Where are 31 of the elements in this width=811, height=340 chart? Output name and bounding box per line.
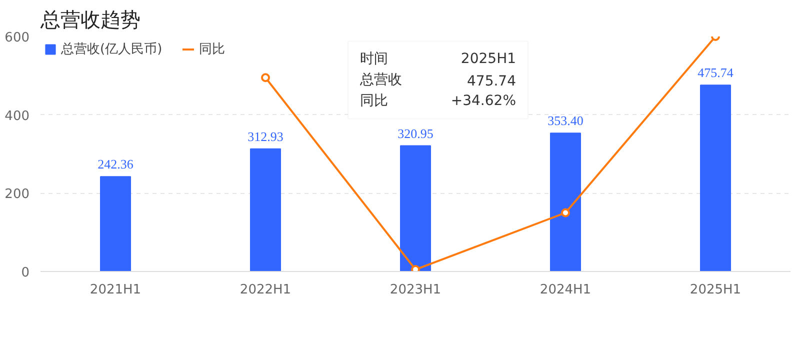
legend-label: 总营收(亿人民币)	[61, 41, 162, 58]
data-label: 312.93	[248, 128, 284, 144]
point	[411, 265, 420, 272]
bar	[100, 176, 131, 272]
bar	[250, 148, 281, 272]
annotation: 475.74	[467, 73, 516, 90]
chart-title: 总营收趋势	[40, 8, 140, 32]
y-tick-label: 200	[4, 187, 30, 202]
point	[561, 208, 570, 218]
point	[261, 73, 270, 82]
x-tick-label: 2023H1	[390, 282, 442, 298]
data-label: 353.40	[548, 113, 584, 128]
data-label: 320.95	[398, 126, 434, 141]
annotation: 2025H1	[460, 50, 516, 67]
bar	[700, 84, 731, 272]
y-tick-label: 400	[4, 108, 30, 124]
annotation: 同比	[360, 93, 388, 110]
annotation: 总营收	[359, 72, 402, 88]
x-tick-label: 2024H1	[540, 282, 592, 298]
annotation: 时间	[360, 50, 388, 67]
data-label: 475.74	[698, 65, 734, 80]
x-tick-label: 2021H1	[90, 282, 142, 298]
legend-label: 同比	[199, 41, 226, 58]
annotation: +34.62%	[450, 93, 516, 110]
bar	[400, 145, 431, 272]
data-label: 242.36	[98, 156, 134, 172]
bar	[550, 132, 581, 272]
y-tick-label: 0	[21, 266, 30, 280]
x-tick-label: 2022H1	[240, 282, 292, 298]
y-tick-label: 600	[4, 30, 30, 46]
x-tick-label: 2025H1	[690, 282, 742, 298]
